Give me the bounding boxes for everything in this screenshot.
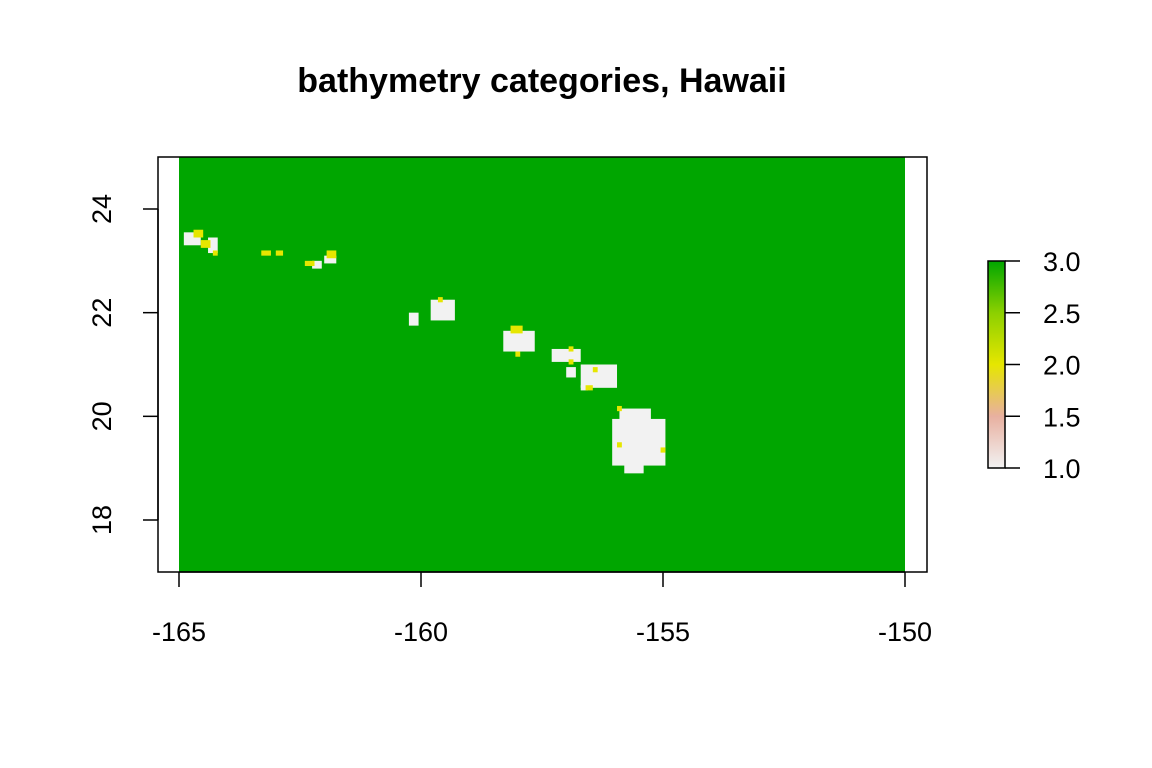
- land-cell-Lanai: [566, 367, 576, 378]
- y-tick-label: 22: [87, 298, 117, 328]
- raster-background-category-3: [179, 157, 905, 572]
- y-tick-label: 20: [87, 401, 117, 431]
- land-cell-Maui: [580, 364, 618, 388]
- colorbar-tick-label: 2.0: [1043, 351, 1081, 381]
- colorbar-legend: 1.0 1.5 2.0 2.5 3.0: [987, 247, 1081, 484]
- land-cell-small-island-b: [324, 255, 337, 264]
- shallow-cell-bank-d: [326, 250, 337, 259]
- shallow-cell-oahu-a: [510, 325, 523, 334]
- y-axis: 18 20 22 24: [87, 194, 159, 535]
- shallow-cell-ring-b: [200, 240, 211, 248]
- land-cell-Kahoolawe: [580, 385, 588, 391]
- land-cell-Molokai: [551, 348, 581, 362]
- y-tick-label: 18: [87, 505, 117, 535]
- land-cell-Hawaii-south: [624, 462, 644, 474]
- shallow-cell-ring-c: [212, 250, 218, 256]
- colorbar-bar: [987, 260, 1006, 469]
- chart-title: bathymetry categories, Hawaii: [297, 62, 786, 100]
- shallow-cell-bank-a: [261, 250, 271, 256]
- colorbar-tick-label: 3.0: [1043, 247, 1081, 277]
- heatmap-raster: [179, 157, 905, 572]
- shallow-cell-hawaii-dot-c: [660, 447, 666, 453]
- land-cell-Kauai: [430, 299, 455, 321]
- x-axis: -165 -160 -155 -150: [152, 571, 932, 647]
- shallow-cell-hawaii-dot-a: [617, 405, 622, 412]
- shallow-cell-lanai-dot: [568, 359, 574, 365]
- shallow-cell-molokai-dot: [568, 346, 574, 352]
- land-cell-Hawaii-north: [619, 408, 651, 422]
- shallow-cell-oahu-b: [515, 351, 521, 357]
- land-cell-Oahu: [503, 330, 535, 352]
- x-tick-label: -160: [394, 617, 448, 647]
- shallow-cell-maui-dot-b: [585, 385, 593, 391]
- shallow-cell-bank-b: [275, 250, 284, 256]
- shallow-cell-hawaii-dot-b: [617, 442, 622, 448]
- land-cell-Kaula: [208, 237, 218, 254]
- x-tick-label: -155: [636, 617, 690, 647]
- x-tick-label: -150: [878, 617, 932, 647]
- shallow-cell-bank-c: [304, 260, 315, 267]
- shallow-cell-ring-a: [193, 229, 204, 238]
- x-tick-label: -165: [152, 617, 206, 647]
- colorbar-tick-label: 1.0: [1043, 454, 1081, 484]
- y-tick-label: 24: [87, 194, 117, 224]
- land-cell-Niihau: [408, 312, 419, 326]
- shallow-cell-kauai-dot: [437, 297, 443, 303]
- colorbar-tick-label: 1.5: [1043, 402, 1081, 432]
- land-cell-small-island-a: [312, 260, 322, 269]
- colorbar-tick-label: 2.5: [1043, 299, 1081, 329]
- shallow-cell-maui-dot-a: [592, 367, 598, 373]
